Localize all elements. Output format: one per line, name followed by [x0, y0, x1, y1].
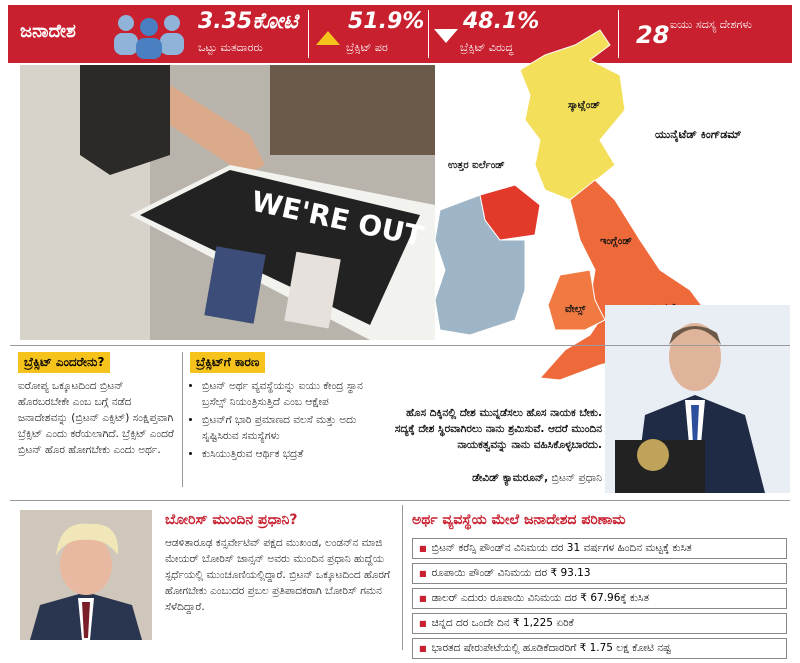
section-title: ಬೋರಿಸ್ ಮುಂದಿನ ಪ್ರಧಾನಿ? — [165, 512, 298, 528]
stat-label: ಬ್ರೆಕ್ಸಿಟ್ ವಿರುದ್ಧ — [460, 41, 514, 54]
section-text: ಆಡಳಿತಾರೂಢ ಕನ್ಸರ್ವೇಟಿವ್ ಪಕ್ಷದ ಮುಖಂಡ, ಲಂಡನ… — [165, 537, 390, 613]
stat-value: 48.1% — [463, 9, 540, 34]
reasons-list: ಬ್ರಿಟನ್ ಅರ್ಥ ವ್ಯವಸ್ಥೆಯನ್ನು ಐಯು ಕೇಂದ್ರ ಸ್… — [190, 378, 382, 464]
section-text: ಐರೋಪ್ಯ ಒಕ್ಕೂಟದಿಂದ ಬ್ರಿಟನ್ ಹೊರಬರಬೇಕೇ ಎಂಬ … — [18, 380, 174, 456]
header-bar: ಜನಾದೇಶ 3.35ಕೋಟಿ ಒಟ್ಟು ಮತದಾರರು 51.9% ಬ್ರೆ… — [8, 5, 792, 63]
stat-value: 51.9% — [348, 9, 425, 34]
stat-label: ಬ್ರೆಕ್ಸಿಟ್ ಪರ — [346, 41, 388, 54]
quote-attribution: ಡೇವಿಡ್ ಕ್ಯಾಮರೂನ್, ಬ್ರಿಟನ್ ಪ್ರಧಾನಿ — [392, 470, 602, 486]
section-title: ಅರ್ಥ ವ್ಯವಸ್ಥೆಯ ಮೇಲೆ ಜನಾದೇಶದ ಪರಿಣಾಮ — [412, 512, 626, 528]
people-icon — [114, 15, 184, 59]
impact-item: ಡಾಲರ್ ಎದುರು ರೂಪಾಯಿ ವಿನಿಮಯ ದರ ₹ 67.96ಕ್ಕೆ… — [412, 588, 787, 609]
reason-item: ಬ್ರಿಟನ್‌ಗೆ ಭಾರಿ ಪ್ರಮಾಣದ ವಲಸೆ ಮತ್ತು ಅದು ಸ… — [202, 412, 382, 444]
map-label: ಸ್ಕಾಟ್ಲೆಂಡ್ — [568, 100, 600, 111]
map-label: ಉತ್ತರ ಐರ್ಲೆಂಡ್ — [448, 160, 505, 171]
reason-item: ಕುಸಿಯುತ್ತಿರುವ ಆರ್ಥಿಕ ಭದ್ರತೆ — [202, 446, 382, 462]
newspaper-photo: WE'RE OUT Evening Standard — [20, 65, 435, 340]
map-label: ವೇಲ್ಸ್ — [565, 304, 586, 315]
quote-role: ಬ್ರಿಟನ್ ಪ್ರಧಾನಿ — [551, 472, 602, 484]
impact-item: ಭಾರತದ ಷೇರುಪೇಟೆಯಲ್ಲಿ ಹೂಡಿಕೆದಾರರಿಗೆ ₹ 1.75… — [412, 638, 787, 659]
cameron-photo — [605, 305, 790, 493]
down-arrow — [434, 29, 458, 43]
stat-label: ಒಟ್ಟು ಮತದಾರರು — [198, 41, 263, 54]
impact-item: ರೂಪಾಯಿ ಪೌಂಡ್ ವಿನಿಮಯ ದರ ₹ 93.13 — [412, 563, 787, 584]
quote-author: ಡೇವಿಡ್ ಕ್ಯಾಮರೂನ್, — [472, 472, 549, 484]
impact-list: ಬ್ರಿಟನ್ ಕರೆನ್ಸಿ ಪೌಂಡ್‌ನ ವಿನಿಮಯ ದರ 31 ವರ್… — [412, 538, 787, 663]
stat-value: 3.35ಕೋಟಿ — [198, 9, 298, 34]
boris-photo — [20, 510, 152, 640]
up-arrow — [316, 31, 340, 45]
section-title: ಬ್ರೆಕ್ಸಿಟ್‌ಗೆ ಕಾರಣ — [190, 352, 266, 373]
quote-text: ಹೊಸ ದಿಕ್ಕಿನಲ್ಲಿ ದೇಶ ಮುನ್ನಡೆಸಲು ಹೊಸ ನಾಯಕ … — [394, 407, 602, 451]
section-title: ಬ್ರೆಕ್ಸಿಟ್ ಎಂದರೇನು? — [18, 352, 111, 373]
impact-item: ಚಿನ್ನದ ದರ ಒಂದೇ ದಿನ ₹ 1,225 ಏರಿಕೆ — [412, 613, 787, 634]
map-label: ಇಂಗ್ಲೆಂಡ್ — [600, 236, 632, 247]
reason-item: ಬ್ರಿಟನ್ ಅರ್ಥ ವ್ಯವಸ್ಥೆಯನ್ನು ಐಯು ಕೇಂದ್ರ ಸ್… — [202, 378, 382, 410]
map-label: ಯುನೈಟೆಡ್ ಕಿಂಗ್‌ಡಮ್ — [655, 128, 742, 141]
header-title: ಜನಾದೇಶ — [20, 21, 76, 42]
impact-item: ಬ್ರಿಟನ್ ಕರೆನ್ಸಿ ಪೌಂಡ್‌ನ ವಿನಿಮಯ ದರ 31 ವರ್… — [412, 538, 787, 559]
stat-label: ಐಯು ಸದಸ್ಯ ದೇಶಗಳು — [670, 18, 752, 31]
stat-value: 28 — [636, 21, 670, 49]
